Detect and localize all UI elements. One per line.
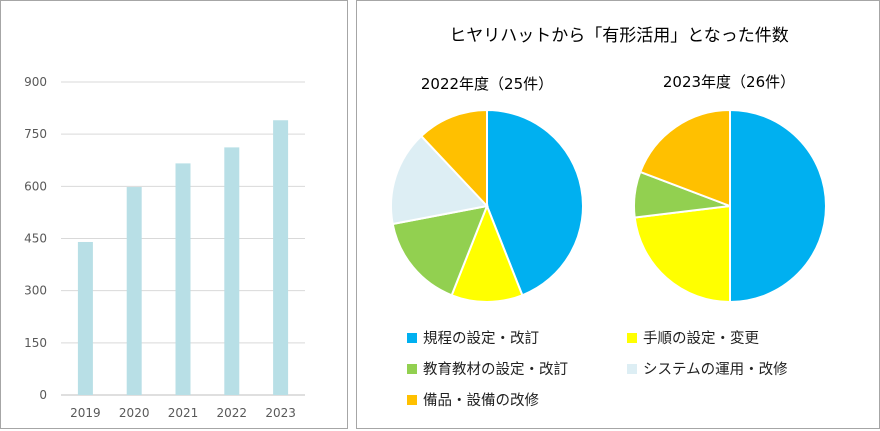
- pie-chart-title: ヒヤリハットから「有形活用」となった件数: [449, 26, 789, 46]
- x-tick-label: 2020: [119, 406, 150, 420]
- x-tick-label: 2023: [265, 406, 296, 420]
- legend-label: 教育教材の設定・改訂: [423, 361, 568, 378]
- legend-label: 規程の設定・改訂: [423, 330, 539, 347]
- bar-chart-panel: 0 150 300 450 600 750 900 2019 2020 2021 2022 2023: [0, 0, 348, 429]
- pie-1-slice-0: [730, 110, 826, 302]
- bar-2019: [78, 242, 93, 395]
- legend-swatch: [407, 333, 417, 343]
- x-tick-label: 2022: [217, 406, 248, 420]
- y-tick-label: 600: [24, 179, 47, 193]
- pie-chart-panel: ヒヤリハットから「有形活用」となった件数 2022年度（25件） 2023年度（…: [356, 0, 880, 429]
- x-tick-label: 2019: [70, 406, 101, 420]
- legend-label: 備品・設備の改修: [423, 392, 539, 409]
- pie-1-slice-1: [635, 206, 730, 302]
- legend-swatch: [407, 395, 417, 405]
- bar-2021: [176, 163, 191, 395]
- y-tick-label: 750: [24, 127, 47, 141]
- legend-swatch: [627, 333, 637, 343]
- legend-label: システムの運用・改修: [643, 361, 788, 378]
- pie-charts: ヒヤリハットから「有形活用」となった件数 2022年度（25件） 2023年度（…: [357, 1, 880, 430]
- bar-chart: 0 150 300 450 600 750 900 2019 2020 2021 2022 2023: [1, 1, 349, 430]
- pie-2023-title: 2023年度（26件）: [663, 73, 795, 91]
- y-tick-label: 0: [39, 388, 47, 402]
- y-tick-label: 450: [24, 232, 47, 246]
- x-tick-label: 2021: [168, 406, 199, 420]
- legend-swatch: [407, 364, 417, 374]
- bar-2023: [273, 120, 288, 395]
- y-tick-label: 900: [24, 75, 47, 89]
- legend-swatch: [627, 364, 637, 374]
- y-tick-label: 150: [24, 336, 47, 350]
- legend-label: 手順の設定・変更: [643, 330, 759, 347]
- bar-2020: [127, 187, 142, 395]
- bar-2022: [224, 147, 239, 395]
- pie-2022-title: 2022年度（25件）: [421, 75, 553, 93]
- y-tick-label: 300: [24, 284, 47, 298]
